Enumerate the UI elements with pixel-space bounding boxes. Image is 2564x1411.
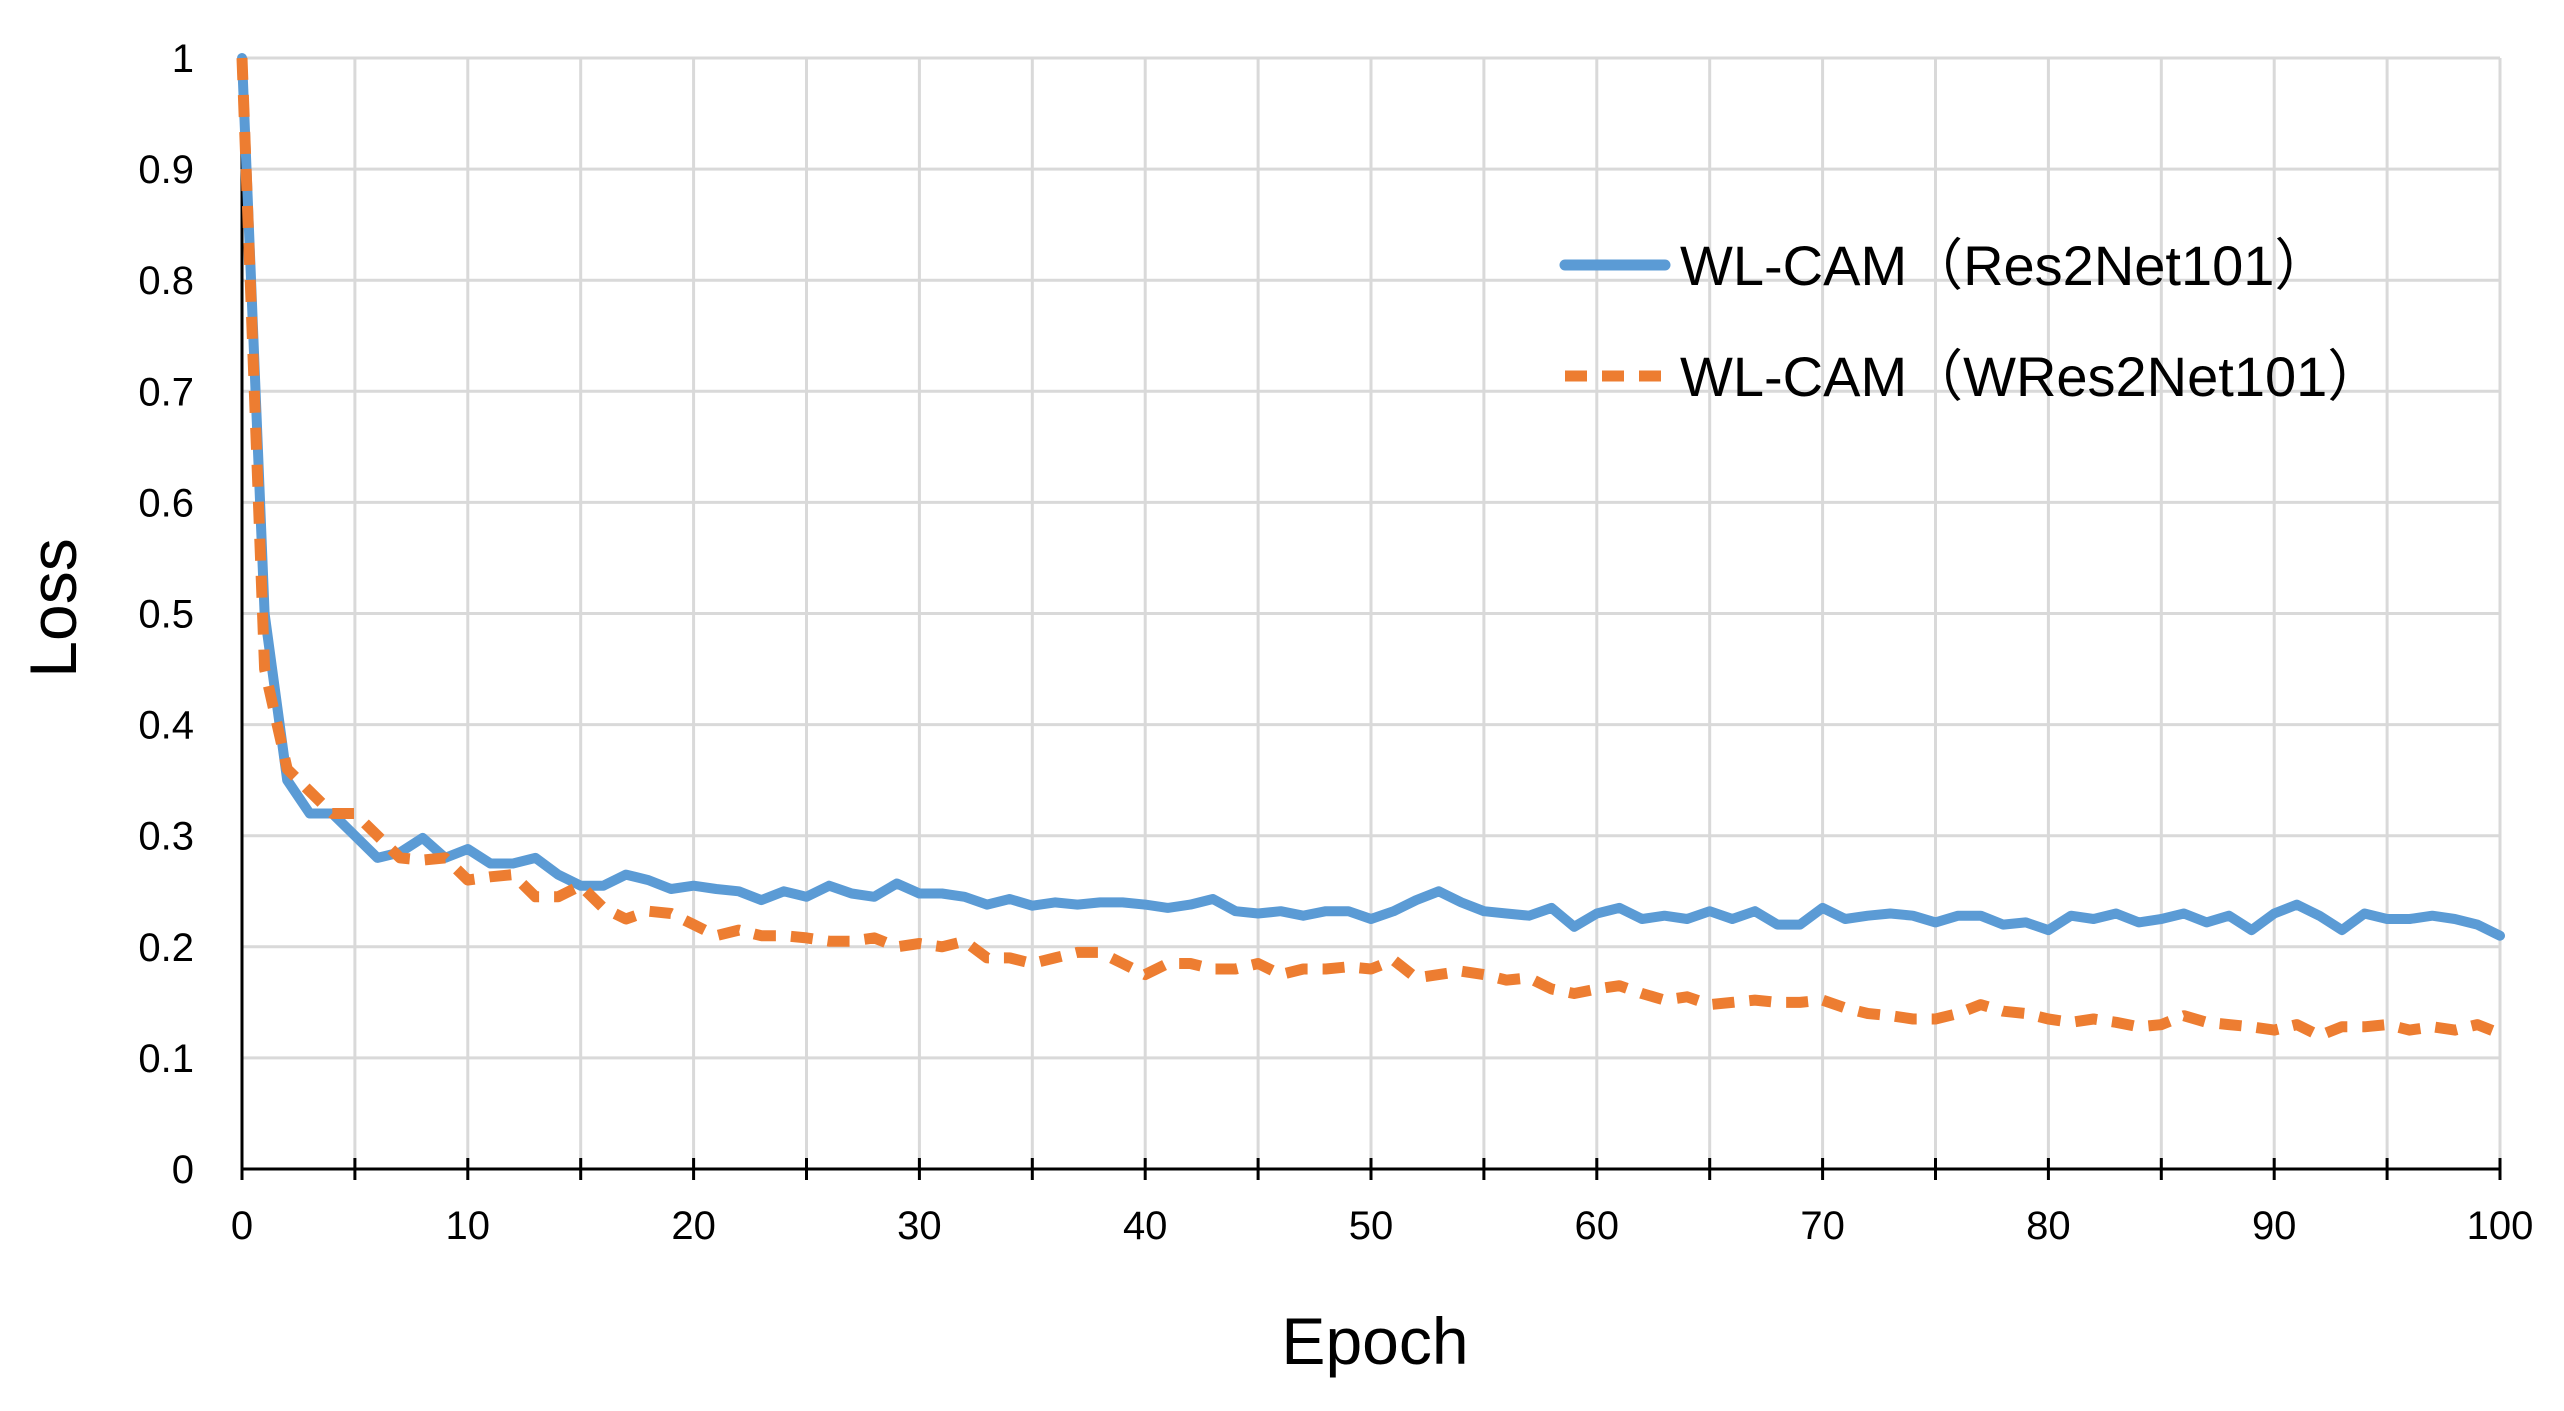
x-tick-label: 60	[1575, 1204, 1620, 1248]
x-axis-title: Epoch	[1281, 1304, 1468, 1378]
x-tick-label: 90	[2252, 1204, 2297, 1248]
x-tick-label: 50	[1349, 1204, 1394, 1248]
x-tick-label: 10	[446, 1204, 491, 1248]
grid	[242, 56, 2502, 1169]
y-tick-label: 0.6	[138, 481, 194, 525]
y-tick-label: 1	[172, 37, 194, 81]
y-tick-label: 0.9	[138, 148, 194, 192]
x-tick-label: 20	[671, 1204, 716, 1248]
y-tick-label: 0.4	[138, 704, 194, 748]
x-tick-label: 0	[231, 1204, 253, 1248]
x-tick-label: 80	[2026, 1204, 2071, 1248]
x-tick-label: 100	[2467, 1204, 2534, 1248]
legend-label-2: WL-CAM（WRes2Net101）	[1680, 345, 2383, 408]
y-tick-label: 0.2	[138, 926, 194, 970]
tick-labels: 0 10 20 30 40 50 60 70 80 90 100 0 0.1 0.2 0.3 0.4 0.5 0.…	[138, 37, 2533, 1248]
y-tick-label: 0	[172, 1148, 194, 1192]
y-tick-label: 0.8	[138, 259, 194, 303]
series-line-2	[236, 57, 2503, 1042]
x-tick-label: 70	[1800, 1204, 1845, 1248]
series-line-1	[237, 53, 2505, 941]
series	[236, 53, 2505, 1042]
x-tick-label: 40	[1123, 1204, 1168, 1248]
legend-label-1: WL-CAM（Res2Net101）	[1680, 234, 2330, 297]
y-axis-title: Loss	[16, 538, 90, 677]
y-tick-label: 0.3	[138, 815, 194, 859]
legend: WL-CAM（Res2Net101） WL-CAM（WRes2Net101）	[1559, 234, 2383, 408]
axes	[240, 58, 2502, 1180]
y-tick-label: 0.7	[138, 370, 194, 414]
y-tick-label: 0.1	[138, 1037, 194, 1081]
x-tick-label: 30	[897, 1204, 942, 1248]
y-tick-label: 0.5	[138, 593, 194, 637]
